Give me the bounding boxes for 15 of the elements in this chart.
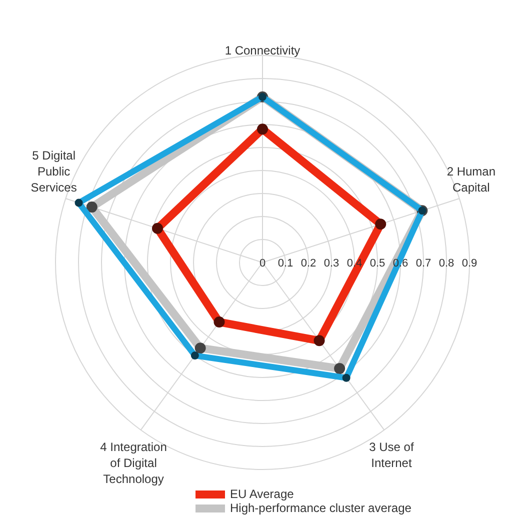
- spoke-label: 2 Human Capital: [446, 164, 496, 195]
- y-tick-label: 0.9: [462, 258, 478, 270]
- spoke-label: 5 Digital Public Services: [30, 148, 77, 195]
- y-tick-label: 0.2: [300, 258, 316, 270]
- spoke-label: 4 Integration of Digital Technology: [100, 440, 167, 486]
- y-tick-label: 0.7: [416, 258, 432, 270]
- legend-label: High-performance cluster average: [230, 501, 412, 515]
- y-tick-label: 0.1: [278, 258, 294, 270]
- spoke-label: 3 Use of Internet: [369, 440, 414, 470]
- spoke-label: 1 Connectivity: [224, 44, 300, 58]
- y-tick-label: 0.5: [370, 258, 386, 270]
- y-tick-label: 0: [259, 258, 266, 270]
- legend-label: EU Average: [230, 487, 294, 501]
- y-tick-label: 0.3: [324, 258, 340, 270]
- y-tick-label: 0.8: [438, 258, 454, 270]
